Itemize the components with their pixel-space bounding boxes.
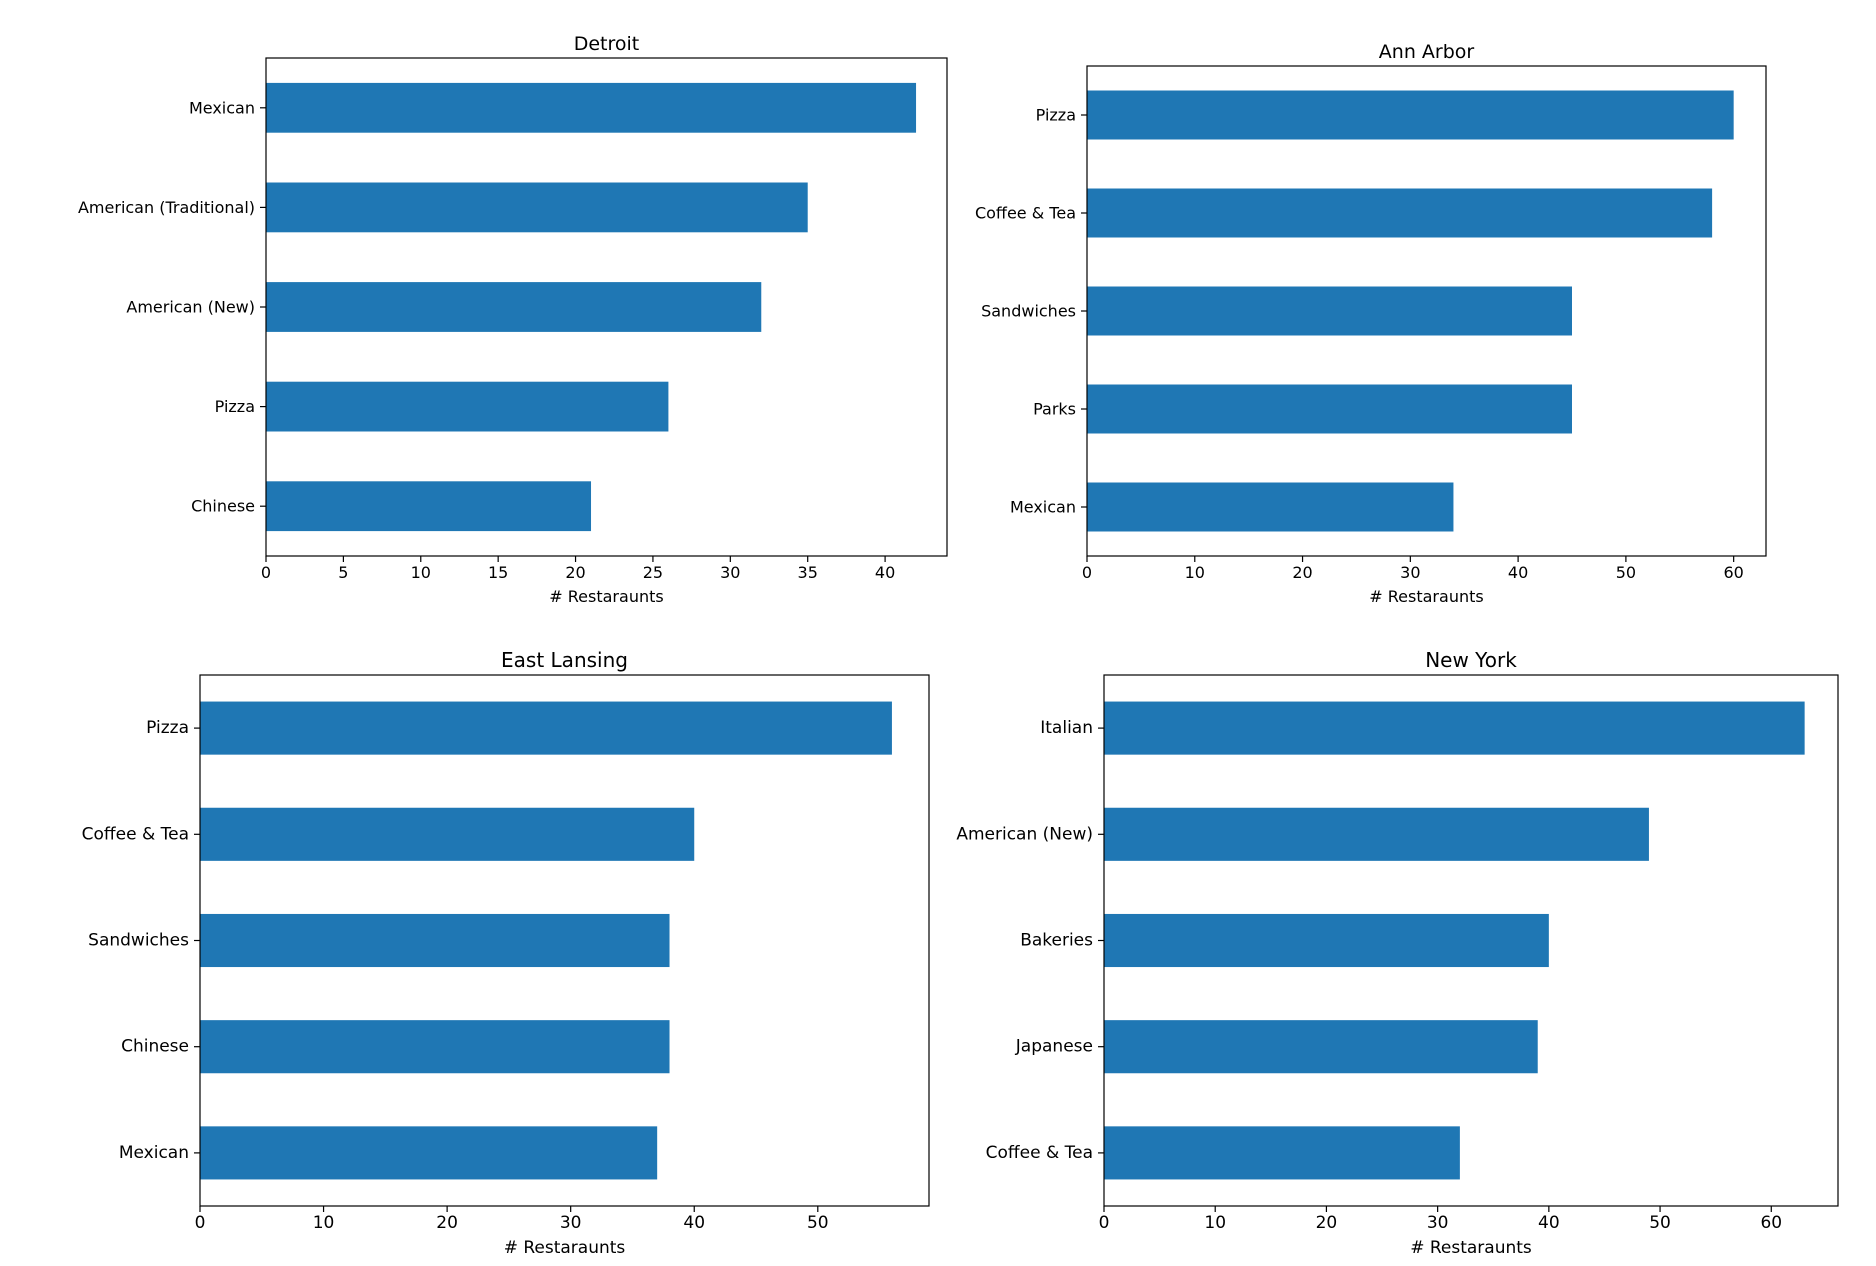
chart-title: New York (1425, 648, 1517, 672)
x-tick-label: 50 (1616, 563, 1636, 582)
plot-frame (1086, 65, 1767, 557)
y-tick-label: Pizza (1036, 106, 1076, 125)
x-tick-label: 30 (1427, 1213, 1449, 1233)
x-tick-label: 30 (1400, 563, 1420, 582)
bar (266, 82, 917, 133)
chart-title: Ann Arbor (1379, 41, 1475, 63)
x-tick-label: 60 (1760, 1213, 1782, 1233)
bar (1087, 384, 1572, 434)
y-tick-label: Chinese (121, 1037, 189, 1057)
y-tick-label: American (New) (126, 298, 255, 317)
x-tick-label: 15 (488, 563, 508, 582)
y-tick-label: Sandwiches (88, 931, 189, 951)
x-tick-label: 0 (195, 1213, 206, 1233)
x-tick-label: 40 (875, 563, 895, 582)
x-tick-label: 40 (683, 1213, 705, 1233)
y-tick-label: Mexican (119, 1143, 189, 1163)
x-tick-label: 25 (643, 563, 663, 582)
y-tick-label: Japanese (1015, 1037, 1093, 1057)
x-tick-label: 0 (261, 563, 271, 582)
x-tick-label: 40 (1508, 563, 1528, 582)
x-tick-label: 20 (1292, 563, 1312, 582)
x-tick-label: 10 (411, 563, 431, 582)
y-tick-label: Mexican (1010, 498, 1076, 517)
x-tick-label: 10 (1185, 563, 1205, 582)
bar (1087, 188, 1713, 238)
bar (266, 182, 808, 233)
x-tick-label: 10 (1204, 1213, 1226, 1233)
x-axis-label: # Restaraunts (504, 1238, 626, 1258)
y-tick-label: Mexican (189, 98, 255, 117)
y-tick-label: American (New) (956, 824, 1093, 844)
y-tick-label: American (Traditional) (78, 198, 255, 217)
x-tick-label: 0 (1099, 1213, 1110, 1233)
x-tick-label: 50 (807, 1213, 829, 1233)
bar (200, 701, 892, 755)
x-tick-label: 10 (313, 1213, 335, 1233)
x-tick-label: 20 (436, 1213, 458, 1233)
bar (200, 1126, 658, 1180)
x-tick-label: 60 (1723, 563, 1743, 582)
bar (200, 807, 695, 861)
x-tick-label: 30 (720, 563, 740, 582)
x-tick-label: 35 (798, 563, 818, 582)
y-tick-label: Coffee & Tea (986, 1143, 1093, 1163)
x-tick-label: 40 (1538, 1213, 1560, 1233)
y-tick-label: Pizza (215, 397, 255, 416)
bar (266, 481, 592, 532)
y-tick-label: Sandwiches (981, 302, 1076, 321)
x-tick-label: 5 (338, 563, 348, 582)
bar (1104, 1020, 1538, 1074)
plot-frame (265, 57, 948, 557)
bar (266, 282, 762, 332)
plot-frame (1103, 674, 1839, 1207)
x-axis-label: # Restaraunts (1369, 587, 1483, 606)
x-tick-label: 20 (565, 563, 585, 582)
y-tick-label: Bakeries (1020, 931, 1093, 951)
bar (200, 1020, 670, 1074)
bar (1104, 807, 1649, 861)
x-axis-label: # Restaraunts (549, 587, 663, 606)
x-tick-label: 20 (1316, 1213, 1338, 1233)
bar (1104, 1126, 1460, 1180)
bar (1104, 701, 1805, 755)
bar (1104, 913, 1549, 968)
x-tick-label: 0 (1082, 563, 1092, 582)
y-tick-label: Coffee & Tea (82, 824, 189, 844)
bar (1087, 286, 1572, 336)
plot-frame (199, 674, 930, 1207)
bar (266, 381, 669, 432)
x-axis-label: # Restaraunts (1410, 1238, 1532, 1258)
y-tick-label: Chinese (191, 497, 255, 516)
bar (1087, 482, 1454, 532)
y-tick-label: Parks (1033, 400, 1076, 419)
y-tick-label: Coffee & Tea (975, 204, 1076, 223)
bar (1087, 90, 1734, 140)
chart-title: East Lansing (501, 648, 628, 672)
y-tick-label: Italian (1040, 718, 1093, 738)
x-tick-label: 30 (560, 1213, 582, 1233)
bar (200, 913, 670, 968)
y-tick-label: Pizza (146, 718, 189, 738)
chart-title: Detroit (574, 33, 640, 55)
x-tick-label: 50 (1649, 1213, 1671, 1233)
